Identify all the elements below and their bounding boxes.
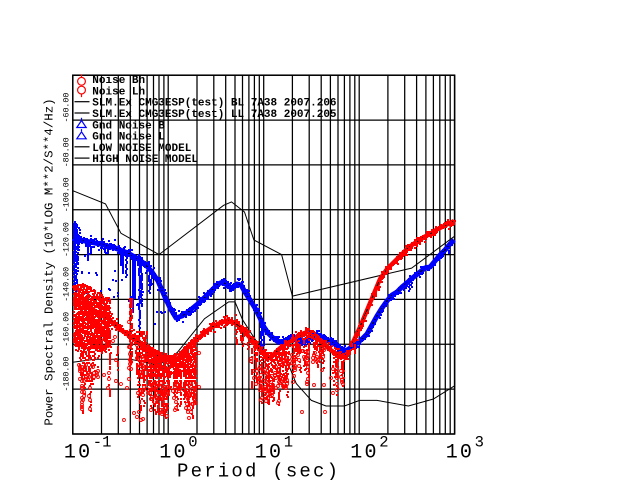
svg-text:10: 10 xyxy=(159,442,187,465)
svg-text:Gnd Noise L: Gnd Noise L xyxy=(92,132,165,144)
svg-text:Period (sec): Period (sec) xyxy=(177,461,340,480)
svg-text:0: 0 xyxy=(188,434,197,452)
svg-text:-180.00: -180.00 xyxy=(63,357,72,392)
svg-text:10: 10 xyxy=(446,442,474,465)
svg-text:-100.00: -100.00 xyxy=(63,177,72,212)
svg-text:HIGH NOISE MODEL: HIGH NOISE MODEL xyxy=(92,154,198,166)
svg-text:Gnd Noise B: Gnd Noise B xyxy=(92,120,165,132)
svg-text:3: 3 xyxy=(475,434,484,452)
svg-text:SLM.Ex CMG3ESP(test) BL 7A38 2: SLM.Ex CMG3ESP(test) BL 7A38 2007.206 xyxy=(92,98,336,110)
svg-text:-120.00: -120.00 xyxy=(63,222,72,257)
svg-text:2: 2 xyxy=(379,434,388,452)
svg-text:Noise Bh: Noise Bh xyxy=(92,75,145,87)
svg-text:10: 10 xyxy=(64,442,92,465)
svg-text:SLM.Ex CMG3ESP(test) LL 7A38 2: SLM.Ex CMG3ESP(test) LL 7A38 2007.205 xyxy=(92,109,337,121)
svg-text:Noise Lh: Noise Lh xyxy=(92,87,145,99)
svg-text:10: 10 xyxy=(255,442,283,465)
svg-text:-80.00: -80.00 xyxy=(63,137,72,167)
svg-text:-1: -1 xyxy=(93,434,112,452)
svg-text:-60.00: -60.00 xyxy=(63,93,72,123)
svg-text:-160.00: -160.00 xyxy=(63,312,72,347)
svg-text:10: 10 xyxy=(350,442,378,465)
svg-text:1: 1 xyxy=(284,434,293,452)
svg-text:LOW NOISE MODEL: LOW NOISE MODEL xyxy=(92,143,191,155)
svg-text:-140.00: -140.00 xyxy=(63,267,72,302)
svg-text:Power Spectral Density (10*LOG: Power Spectral Density (10*LOG M**2/S**4… xyxy=(43,98,57,425)
